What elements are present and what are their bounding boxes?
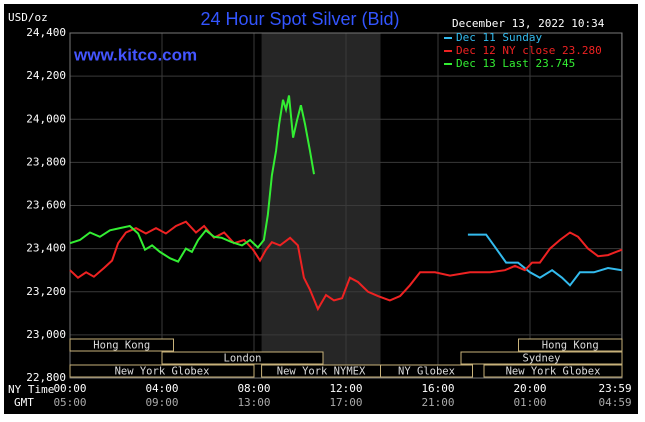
x-tick-label: 23:59 — [598, 382, 631, 395]
x-tick-label-gmt: 09:00 — [145, 396, 178, 409]
legend-label: Dec 12 NY close 23.280 — [456, 44, 602, 57]
x-tick-label-gmt: 01:00 — [513, 396, 546, 409]
session-bar — [69, 338, 174, 352]
y-tick-label: 23,200 — [26, 285, 66, 298]
session-label: New York Globex — [115, 366, 210, 378]
plot-border — [69, 32, 623, 379]
timestamp: December 13, 2022 10:34 — [452, 17, 605, 30]
legend-label: Dec 13 Last 23.745 — [456, 57, 575, 70]
chart-title: 24 Hour Spot Silver (Bid) — [200, 9, 399, 29]
series-line — [69, 220, 623, 312]
y-tick-label: 22,800 — [26, 371, 66, 384]
x-tick-label: 00:00 — [53, 382, 86, 395]
y-tick-label: 23,600 — [26, 199, 66, 212]
x-tick-label-gmt: 17:00 — [329, 396, 362, 409]
series-line — [69, 95, 315, 263]
x-tick-label: 20:00 — [513, 382, 546, 395]
session-label: New York NYMEX — [277, 366, 366, 378]
x-tick-label-gmt: 04:59 — [598, 396, 631, 409]
x-tick-label: 16:00 — [421, 382, 454, 395]
x-tick-label: 08:00 — [237, 382, 270, 395]
session-bar — [460, 351, 623, 365]
y-axis-label: USD/oz — [8, 11, 48, 24]
session-label: NY Globex — [398, 366, 455, 378]
legend-label: Dec 11 Sunday — [456, 31, 542, 44]
y-tick-label: 24,400 — [26, 26, 66, 39]
x-tick-label-gmt: 21:00 — [421, 396, 454, 409]
session-label: Hong Kong — [93, 340, 150, 352]
y-tick-label: 24,000 — [26, 112, 66, 125]
series-line — [467, 233, 623, 287]
session-bar — [518, 338, 623, 352]
session-label: London — [224, 353, 262, 365]
session-bar — [161, 351, 324, 365]
session-bar — [69, 364, 255, 378]
y-tick-label: 24,200 — [26, 69, 66, 82]
session-bar — [380, 364, 473, 378]
x-tick-label-gmt: 13:00 — [237, 396, 270, 409]
y-tick-label: 23,800 — [26, 155, 66, 168]
x-row-label: GMT — [14, 396, 34, 409]
session-label: Hong Kong — [542, 340, 599, 352]
x-tick-label: 12:00 — [329, 382, 362, 395]
y-tick-label: 23,400 — [26, 242, 66, 255]
session-label: New York Globex — [506, 366, 601, 378]
x-tick-label: 04:00 — [145, 382, 178, 395]
x-row-label: NY Time — [8, 383, 54, 396]
y-tick-label: 23,000 — [26, 328, 66, 341]
session-label: Sydney — [523, 353, 561, 365]
watermark: www.kitco.com — [73, 45, 197, 64]
session-bar — [483, 364, 623, 378]
x-tick-label-gmt: 05:00 — [53, 396, 86, 409]
